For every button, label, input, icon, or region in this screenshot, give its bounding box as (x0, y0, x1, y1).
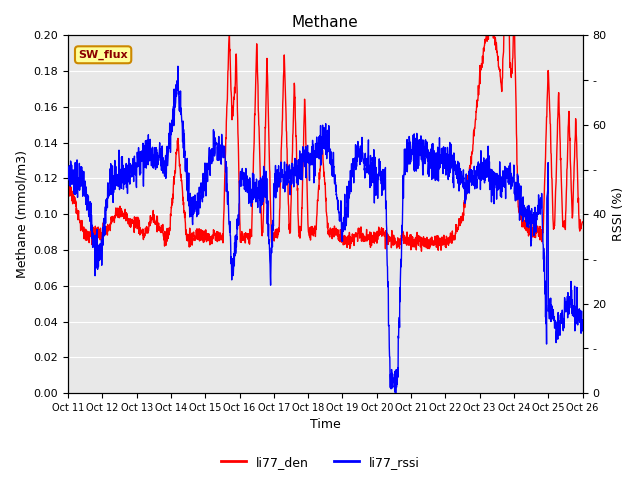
Y-axis label: Methane (mmol/m3): Methane (mmol/m3) (15, 150, 28, 278)
Y-axis label: RSSI (%): RSSI (%) (612, 187, 625, 241)
Title: Methane: Methane (292, 15, 358, 30)
X-axis label: Time: Time (310, 419, 340, 432)
Text: SW_flux: SW_flux (78, 49, 128, 60)
Legend: li77_den, li77_rssi: li77_den, li77_rssi (216, 451, 424, 474)
